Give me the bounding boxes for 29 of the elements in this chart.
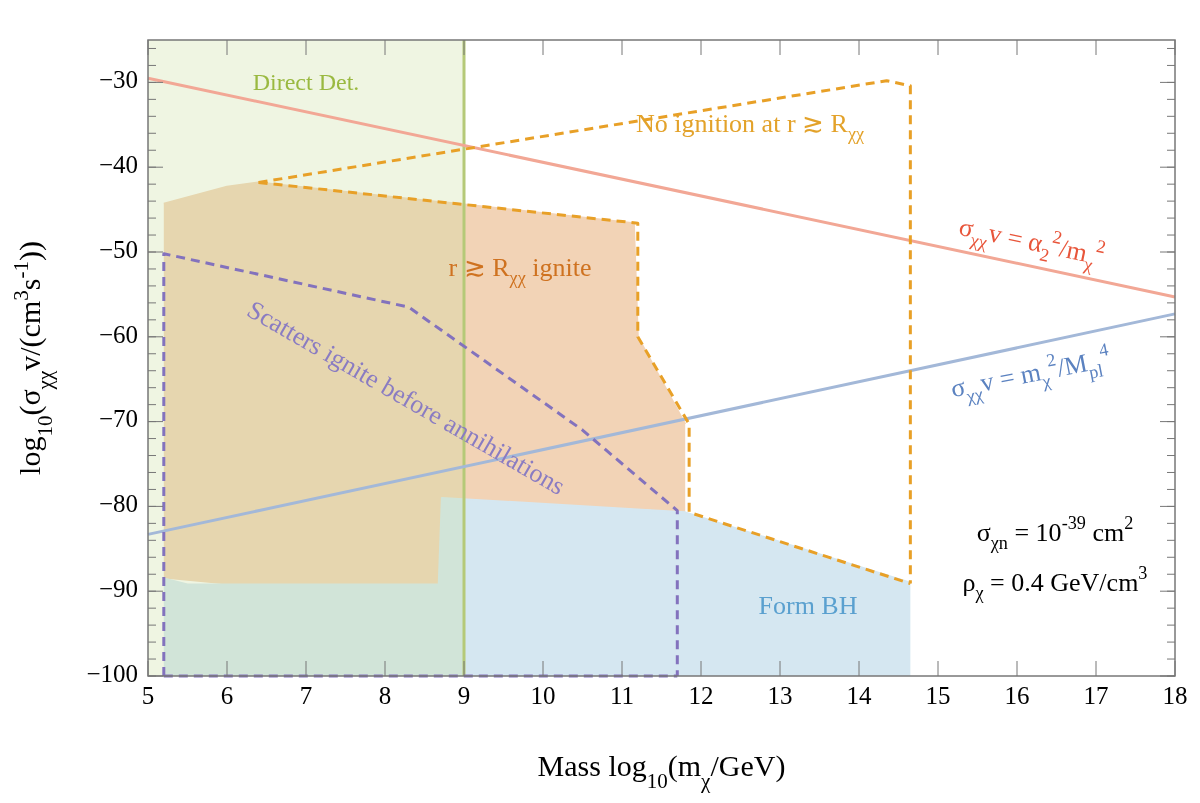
x-tick-label: 16 bbox=[1004, 682, 1030, 709]
x-tick-label: 17 bbox=[1083, 682, 1109, 709]
y-tick-label: −60 bbox=[98, 320, 138, 348]
band-label: Direct Det. bbox=[252, 69, 360, 95]
y-tick-label: −80 bbox=[98, 490, 138, 518]
x-tick-label: 14 bbox=[846, 682, 872, 709]
y-tick-label: −70 bbox=[98, 405, 138, 433]
y-tick-label: −50 bbox=[98, 235, 138, 263]
x-tick-label: 6 bbox=[220, 682, 234, 709]
x-axis-title: Mass log$_{10}$(m$_{χ}$/GeV) bbox=[537, 749, 786, 793]
x-tick-label: 5 bbox=[141, 682, 155, 709]
x-tick-label: 9 bbox=[457, 682, 471, 709]
x-tick-label: 18 bbox=[1162, 682, 1188, 709]
x-tick-label: 15 bbox=[925, 682, 951, 709]
x-tick-label: 10 bbox=[530, 682, 556, 709]
x-tick-label: 13 bbox=[767, 682, 793, 709]
x-tick-label: 8 bbox=[378, 682, 392, 709]
x-tick-label: 7 bbox=[299, 682, 313, 709]
annotation: No ignition at r ≳ R$_{χχ}$ bbox=[635, 108, 865, 145]
y-tick-label: −30 bbox=[98, 66, 138, 94]
x-tick-label: 12 bbox=[688, 682, 714, 709]
annotation: Form BH bbox=[758, 590, 858, 620]
x-tick-label: 11 bbox=[609, 682, 635, 709]
y-tick-label: −100 bbox=[86, 659, 138, 687]
annotation: ρ$_{χ}$ = 0.4 GeV/cm$^{3}$ bbox=[962, 563, 1148, 604]
annotation: σ$_{χn}$ = 10$^{-39}$ cm$^{2}$ bbox=[976, 513, 1134, 554]
annotation: r ≳ R$_{χχ}$ ignite bbox=[448, 252, 592, 289]
y-tick-label: −40 bbox=[98, 150, 138, 178]
y-tick-label: −90 bbox=[98, 574, 138, 602]
